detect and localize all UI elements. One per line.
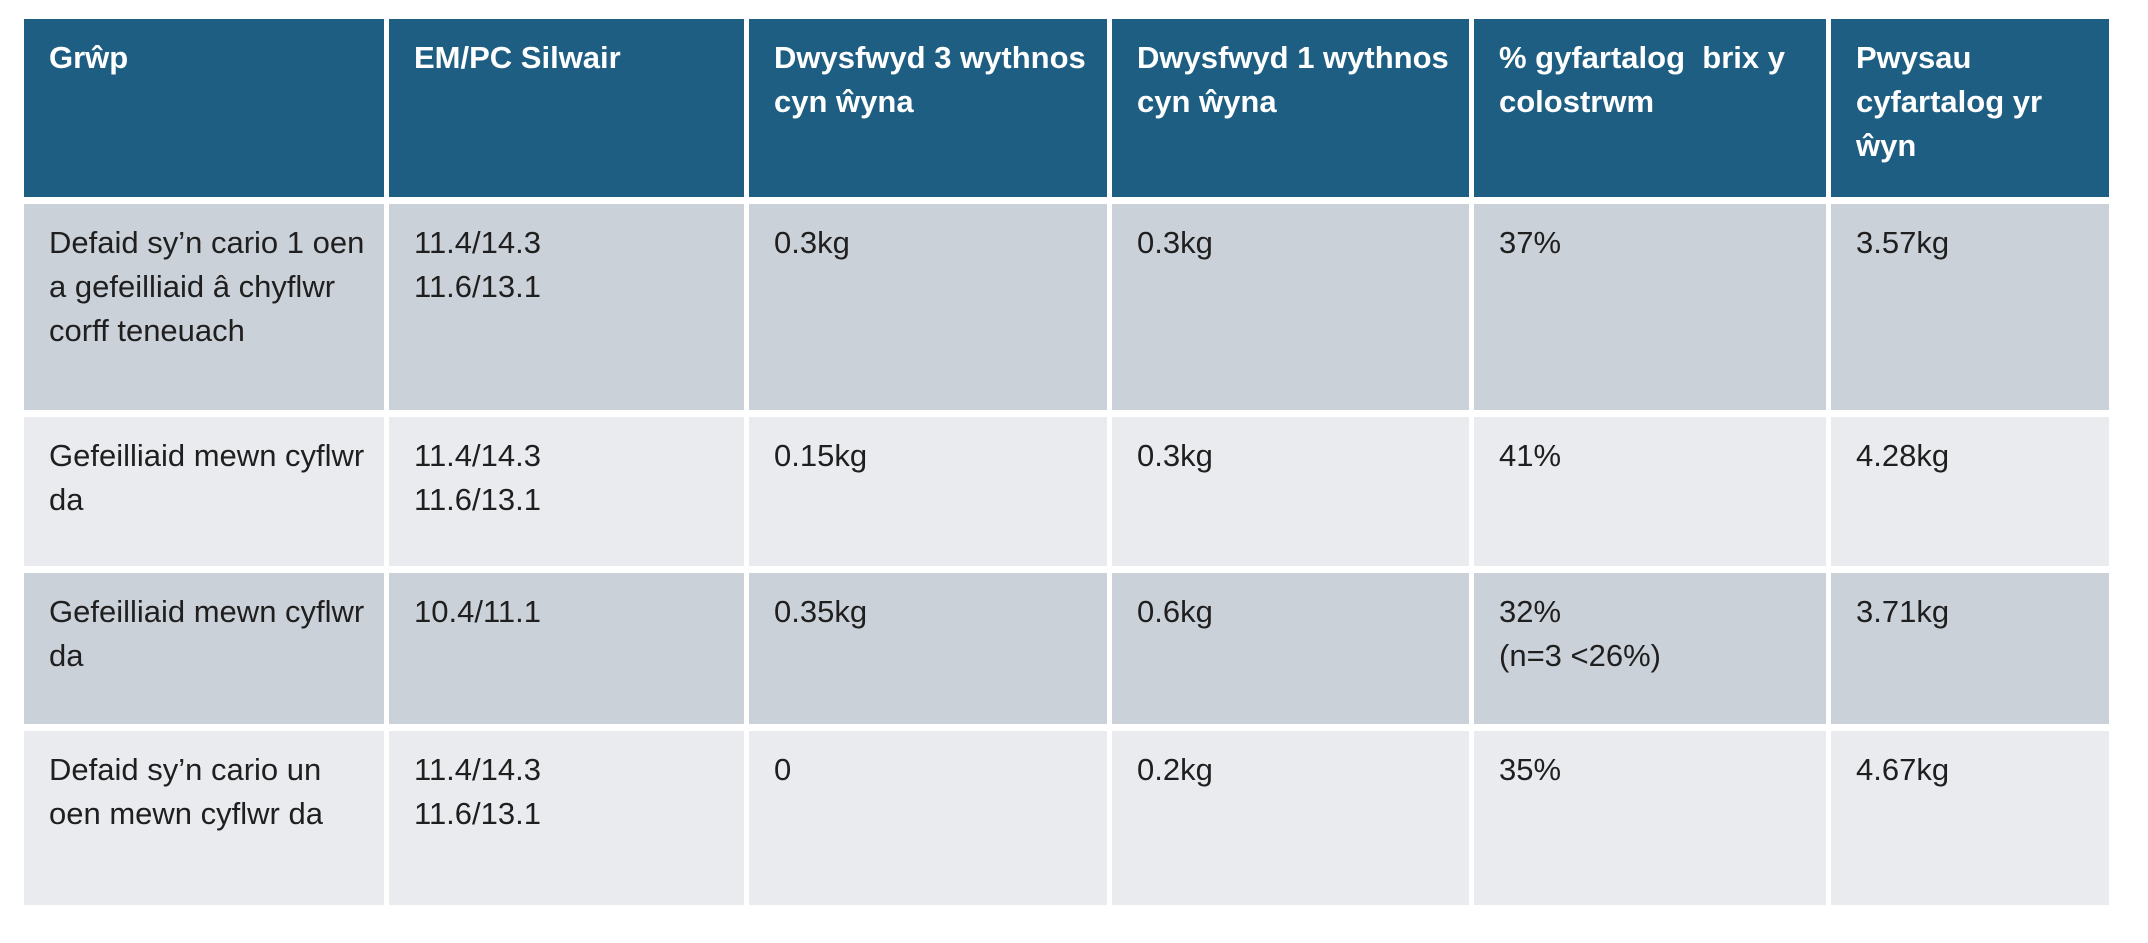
column-header-concentrate-1-week: Dwysfwyd 1 wythnos cyn ŵyna <box>1112 19 1469 197</box>
table-row: Defaid sy’n cario un oen mewn cyflwr da … <box>24 731 2109 905</box>
cell-lamb-weight: 4.67kg <box>1831 731 2109 905</box>
cell-lamb-weight: 3.71kg <box>1831 573 2109 724</box>
cell-lamb-weight: 3.57kg <box>1831 204 2109 410</box>
cell-group: Gefeilliaid mewn cyflwr da <box>24 573 384 724</box>
cell-brix: 35% <box>1474 731 1826 905</box>
cell-concentrate-3-weeks: 0.15kg <box>749 417 1107 566</box>
cell-concentrate-3-weeks: 0 <box>749 731 1107 905</box>
cell-silage: 10.4/11.1 <box>389 573 744 724</box>
column-header-lamb-weight: Pwysau cyfartalog yr ŵyn <box>1831 19 2109 197</box>
cell-silage: 11.4/14.3 11.6/13.1 <box>389 417 744 566</box>
cell-brix: 41% <box>1474 417 1826 566</box>
column-header-brix-percent: % gyfartalog brix y colostrwm <box>1474 19 1826 197</box>
cell-silage: 11.4/14.3 11.6/13.1 <box>389 204 744 410</box>
table-row: Gefeilliaid mewn cyflwr da 11.4/14.3 11.… <box>24 417 2109 566</box>
cell-group: Defaid sy’n cario un oen mewn cyflwr da <box>24 731 384 905</box>
cell-brix: 32% (n=3 <26%) <box>1474 573 1826 724</box>
cell-concentrate-1-week: 0.6kg <box>1112 573 1469 724</box>
cell-brix: 37% <box>1474 204 1826 410</box>
column-header-silage-em-pc: EM/PC Silwair <box>389 19 744 197</box>
cell-lamb-weight: 4.28kg <box>1831 417 2109 566</box>
ewe-feeding-results-table: Grŵp EM/PC Silwair Dwysfwyd 3 wythnos cy… <box>19 12 2114 912</box>
cell-silage: 11.4/14.3 11.6/13.1 <box>389 731 744 905</box>
cell-concentrate-1-week: 0.3kg <box>1112 417 1469 566</box>
cell-concentrate-3-weeks: 0.3kg <box>749 204 1107 410</box>
column-header-concentrate-3-weeks: Dwysfwyd 3 wythnos cyn ŵyna <box>749 19 1107 197</box>
table-row: Defaid sy’n cario 1 oen a gefeilliaid â … <box>24 204 2109 410</box>
column-header-group: Grŵp <box>24 19 384 197</box>
table-row: Gefeilliaid mewn cyflwr da 10.4/11.1 0.3… <box>24 573 2109 724</box>
header-row: Grŵp EM/PC Silwair Dwysfwyd 3 wythnos cy… <box>24 19 2109 197</box>
cell-group: Gefeilliaid mewn cyflwr da <box>24 417 384 566</box>
cell-concentrate-1-week: 0.2kg <box>1112 731 1469 905</box>
cell-concentrate-1-week: 0.3kg <box>1112 204 1469 410</box>
table-body: Defaid sy’n cario 1 oen a gefeilliaid â … <box>24 204 2109 905</box>
cell-group: Defaid sy’n cario 1 oen a gefeilliaid â … <box>24 204 384 410</box>
cell-concentrate-3-weeks: 0.35kg <box>749 573 1107 724</box>
table-header: Grŵp EM/PC Silwair Dwysfwyd 3 wythnos cy… <box>24 19 2109 197</box>
